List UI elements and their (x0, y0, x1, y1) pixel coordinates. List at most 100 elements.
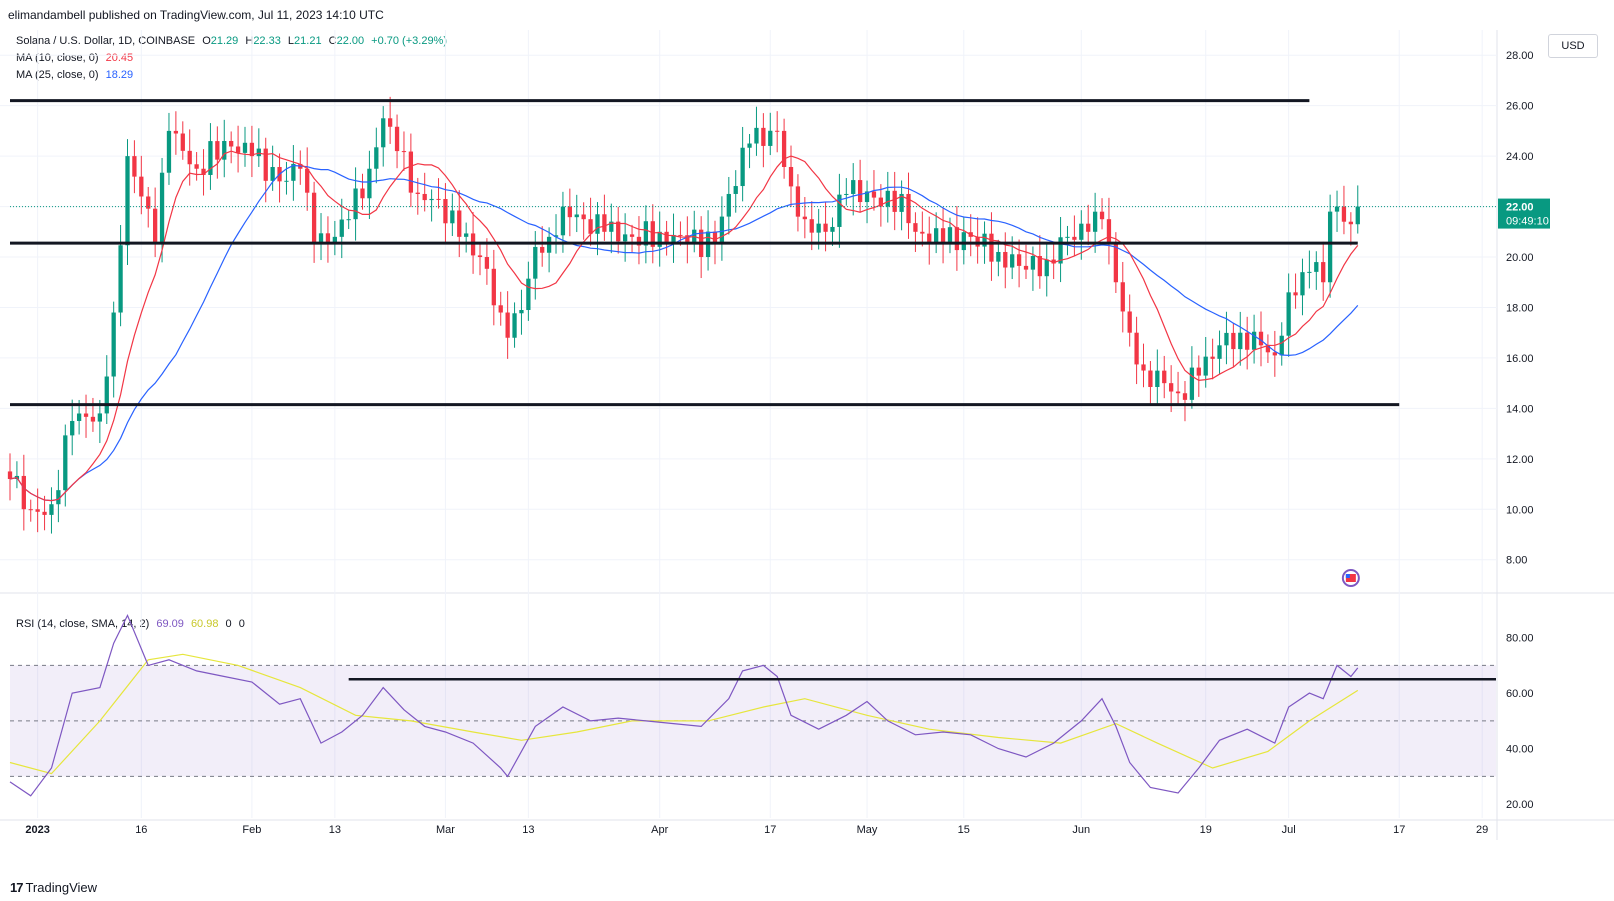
candle-body (844, 193, 849, 195)
candle (1127, 294, 1132, 347)
candle (305, 147, 310, 211)
currency-selector[interactable]: USD (1548, 34, 1598, 58)
time-tick-label: 29 (1476, 824, 1488, 836)
candle-body (1092, 211, 1098, 232)
candle-body (519, 310, 524, 314)
candle (1051, 242, 1056, 280)
candle (719, 196, 725, 261)
candle (830, 217, 835, 246)
candle (491, 249, 496, 326)
candle (415, 177, 420, 215)
candle-body (42, 511, 47, 515)
candle (1334, 190, 1340, 232)
candle-body (996, 251, 1001, 262)
candle (187, 129, 192, 186)
candle (1079, 210, 1084, 260)
candle (1065, 225, 1070, 256)
chart-canvas[interactable]: 28.00 26.00 24.00 22.00 20.00 18.00 16.00 14.00… (0, 0, 1614, 880)
candle-body (1162, 370, 1167, 384)
ohlc-high: H22.33 (245, 35, 281, 47)
candle (42, 495, 47, 531)
candle-body (242, 142, 248, 153)
candle (588, 197, 593, 246)
candle (56, 469, 61, 523)
candle (429, 189, 434, 222)
rsi-legend[interactable]: RSI (14, close, SMA, 14, 2) 69.09 60.98 … (16, 617, 249, 632)
candle (1058, 217, 1063, 283)
candle (1355, 185, 1360, 234)
candle-body (422, 193, 427, 201)
candle-body (1148, 370, 1153, 388)
candle (443, 183, 448, 245)
candle (284, 161, 289, 195)
candle-body (1245, 332, 1250, 350)
symbol-title[interactable]: Solana / U.S. Dollar, 1D, COINBASE (16, 35, 196, 47)
candle-body (802, 216, 807, 220)
candle-body (1293, 292, 1298, 296)
candle (235, 125, 241, 173)
candle-body (1079, 223, 1084, 240)
candle-body (1321, 262, 1326, 283)
candle-body (1314, 262, 1319, 272)
candle-body (553, 235, 559, 237)
price-tick-label: 24.00 (1506, 151, 1534, 163)
candle-body (643, 221, 649, 246)
rsi-extra-1: 0 (225, 618, 232, 630)
candle (1279, 322, 1284, 366)
candle-body (754, 127, 759, 144)
candle (844, 178, 849, 206)
price-tick-label: 18.00 (1506, 302, 1534, 314)
candle-body (581, 214, 586, 220)
candle-body (360, 188, 365, 199)
candle (1238, 311, 1243, 366)
candle (194, 152, 199, 181)
candle-body (1251, 331, 1257, 350)
candle (408, 133, 414, 208)
candle (726, 176, 731, 235)
tradingview-brand[interactable]: 17 TradingView (10, 880, 97, 895)
candle (422, 172, 427, 212)
candle (636, 216, 642, 265)
candle-body (809, 219, 814, 233)
candle (616, 206, 621, 254)
tradingview-logo-text: TradingView (25, 880, 98, 895)
candle-body (387, 118, 393, 127)
candle-body (229, 140, 234, 147)
candle (146, 187, 151, 228)
candle-body (346, 219, 351, 221)
us-flag-event-icon[interactable] (1341, 569, 1360, 587)
candle-body (83, 413, 89, 417)
candle-body (415, 192, 420, 194)
rsi-sma-line (9, 653, 1359, 775)
candle-body (325, 233, 331, 243)
time-tick-label: Jul (1282, 824, 1296, 836)
candle-body (111, 312, 116, 377)
candle (692, 210, 697, 253)
ma25-legend[interactable]: MA (25, close, 0) 18.29 (16, 68, 137, 83)
candle (201, 149, 206, 196)
candle-body (56, 490, 61, 505)
candle-body (249, 142, 255, 157)
candle-body (671, 234, 676, 242)
candle-body (851, 180, 856, 194)
candle-body (35, 509, 40, 512)
candle (1113, 232, 1119, 293)
ohlc-open: O21.29 (202, 35, 239, 47)
candle-body (215, 141, 220, 160)
candle (381, 106, 386, 167)
candle (629, 224, 635, 253)
candle (954, 206, 960, 271)
candle-body (540, 246, 545, 253)
candle-body (622, 234, 628, 242)
candle (387, 96, 393, 144)
candle-body (132, 156, 137, 177)
time-tick-label: 16 (135, 824, 147, 836)
candle (1210, 338, 1215, 380)
candle (1134, 316, 1139, 385)
candle-body (1327, 211, 1333, 283)
candle (546, 227, 552, 273)
candle (864, 180, 870, 224)
candle (291, 145, 296, 201)
candle-body (934, 228, 939, 244)
ma10-line (9, 150, 1359, 502)
